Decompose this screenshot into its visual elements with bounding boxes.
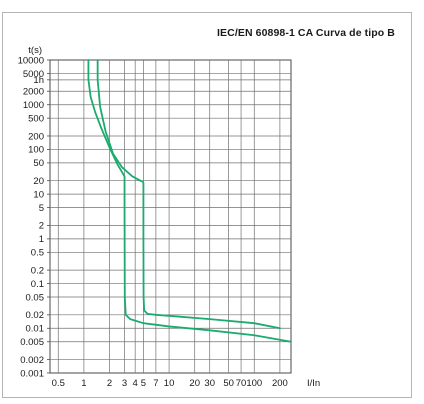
x-tick-label: 20 xyxy=(189,378,200,389)
x-tick-label: 2 xyxy=(107,378,112,389)
y-tick-label: 0.5 xyxy=(31,248,44,259)
y-axis-label: t(s) xyxy=(28,45,42,56)
y-tick-label: 0.05 xyxy=(26,292,45,303)
y-tick-label: 500 xyxy=(28,113,44,124)
y-tick-label: 100 xyxy=(28,145,44,156)
y-tick-label: 0.002 xyxy=(20,355,44,366)
y-tick-label: 10 xyxy=(33,189,44,200)
y-tick-label: 10000 xyxy=(18,55,44,66)
y-tick-label: 1000 xyxy=(23,100,44,111)
x-tick-label: 200 xyxy=(272,378,288,389)
x-tick-label: 1 xyxy=(81,378,86,389)
y-tick-label: 50 xyxy=(33,158,44,169)
trip-curve-upper xyxy=(96,59,281,330)
y-tick-label: 0.2 xyxy=(31,265,44,276)
y-tick-label: 5 xyxy=(39,203,44,214)
x-axis-label: I/In xyxy=(307,378,320,389)
y-tick-label: 200 xyxy=(28,131,44,142)
x-tick-label: 70 xyxy=(236,378,247,389)
x-tick-label: 4 xyxy=(133,378,138,389)
y-tick-label: 20 xyxy=(33,176,44,187)
y-tick-label: 5000 xyxy=(23,69,44,80)
chart-title: IEC/EN 60898-1 CA Curva de tipo B xyxy=(217,27,395,39)
chart-frame: IEC/EN 60898-1 CA Curva de tipo B xyxy=(2,12,412,398)
y-tick-label: 0.001 xyxy=(20,368,44,379)
y-tick-label: 1 xyxy=(39,234,44,245)
y-tick-label: 0.01 xyxy=(26,324,45,335)
trip-curve-lower xyxy=(87,59,292,343)
y-tick-label: 0.005 xyxy=(20,337,44,348)
y-tick-label: 2 xyxy=(39,221,44,232)
y-tick-label: 0.02 xyxy=(26,310,45,321)
x-tick-label: 7 xyxy=(153,378,158,389)
x-tick-label: 10 xyxy=(164,378,175,389)
x-tick-label: 3 xyxy=(122,378,127,389)
plot-area xyxy=(49,59,292,374)
x-tick-label: 30 xyxy=(204,378,215,389)
x-tick-label: 50 xyxy=(223,378,234,389)
x-tick-label: 5 xyxy=(141,378,146,389)
x-tick-label: 100 xyxy=(246,378,262,389)
y-tick-label: 0.1 xyxy=(31,279,44,290)
y-tick-label: 1h xyxy=(33,75,44,86)
x-tick-label: 0.5 xyxy=(52,378,65,389)
y-tick-label: 2000 xyxy=(23,87,44,98)
